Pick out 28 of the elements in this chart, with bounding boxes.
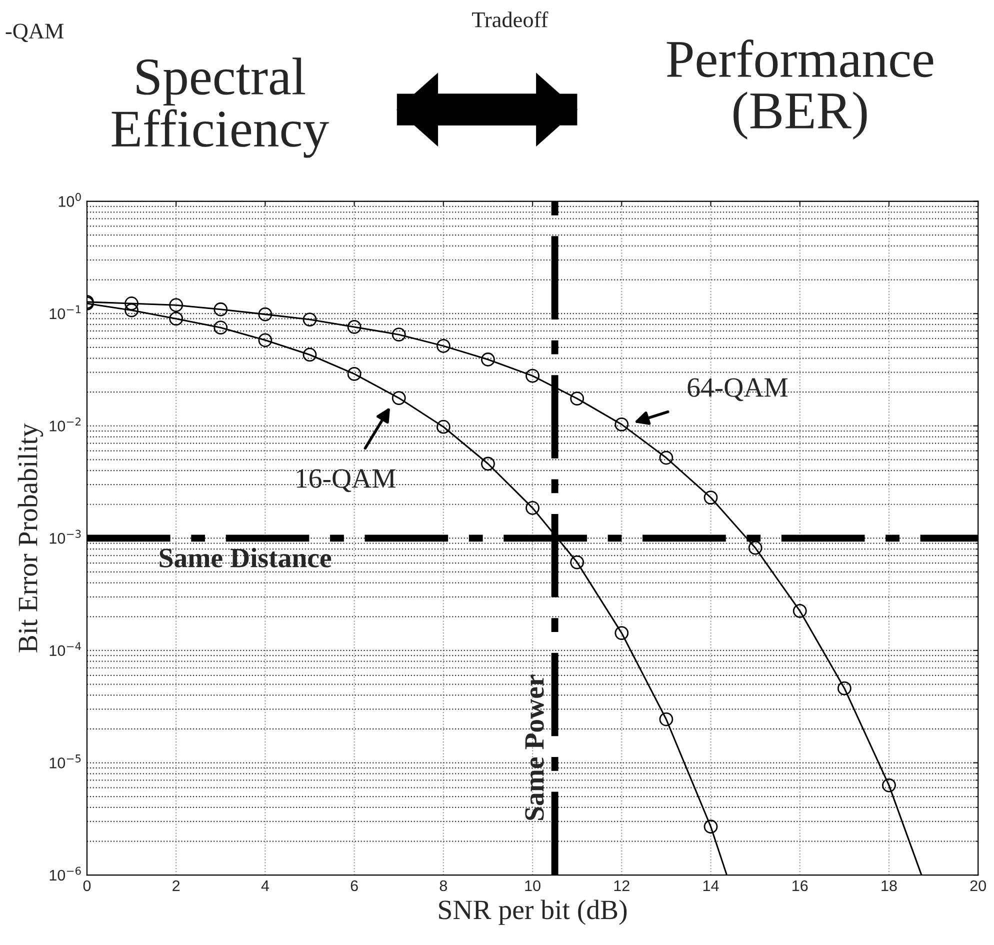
x-tick-label: 4 bbox=[261, 880, 269, 892]
x-axis-title: SNR per bit (dB) bbox=[439, 900, 627, 925]
annotation: 64-QAM bbox=[688, 378, 788, 402]
y-tick-label: 10$^{−1}$ bbox=[50, 305, 81, 320]
x-tick-label: 12 bbox=[614, 880, 630, 892]
x-tick-label: 2 bbox=[172, 880, 180, 892]
x-tick-label: 16 bbox=[792, 880, 808, 892]
x-tick-label: 8 bbox=[440, 880, 448, 892]
text: -QAM bbox=[6, 24, 64, 42]
ref-line-label: Same Power bbox=[525, 674, 544, 820]
text: Performance (BER) bbox=[666, 40, 934, 140]
y-tick-label: 10$^{−5}$ bbox=[50, 754, 81, 768]
annotation: 16-QAM bbox=[296, 469, 396, 492]
text: Tradeoff bbox=[472, 11, 548, 28]
y-axis-title: Bit Error Probability bbox=[18, 423, 44, 652]
y-tick-label: 10$^{−4}$ bbox=[50, 642, 81, 656]
ref-line-label: Same Distance bbox=[160, 548, 332, 568]
x-tick-label: 18 bbox=[882, 880, 897, 892]
y-tick-label: 10$^{0}$ bbox=[58, 192, 81, 207]
x-tick-label: 10 bbox=[525, 880, 540, 892]
y-tick-label: 10$^{−3}$ bbox=[50, 530, 81, 544]
x-tick-label: 6 bbox=[350, 880, 358, 892]
x-tick-label: 0 bbox=[83, 880, 91, 892]
x-tick-label: 20 bbox=[970, 880, 986, 892]
y-tick-label: 10$^{−6}$ bbox=[50, 866, 81, 881]
x-tick-label: 14 bbox=[703, 880, 719, 892]
y-tick-label: 10$^{−2}$ bbox=[50, 418, 80, 432]
text: Spectral Efficiency bbox=[112, 58, 329, 158]
